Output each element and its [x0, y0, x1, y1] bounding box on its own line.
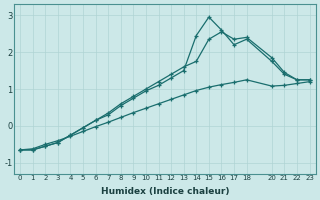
X-axis label: Humidex (Indice chaleur): Humidex (Indice chaleur) — [100, 187, 229, 196]
